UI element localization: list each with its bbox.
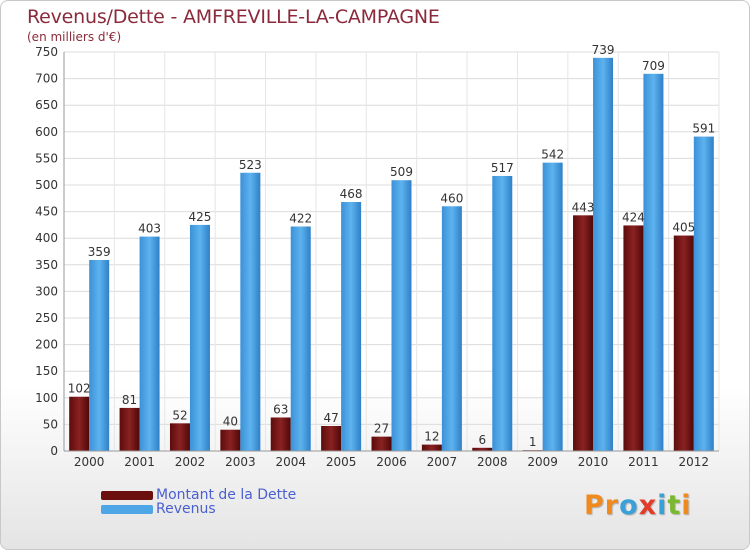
data-label-revenus: 468 bbox=[340, 187, 363, 201]
data-label-dette: 63 bbox=[273, 402, 288, 416]
bar-dette-2011 bbox=[623, 225, 644, 451]
data-label-dette: 405 bbox=[672, 221, 695, 235]
bar-revenus-2003 bbox=[240, 172, 261, 451]
data-label-revenus: 591 bbox=[692, 122, 715, 136]
bar-dette-2008 bbox=[472, 447, 493, 451]
data-label-revenus: 517 bbox=[491, 161, 514, 175]
bar-revenus-2008 bbox=[492, 175, 513, 451]
bar-dette-2002 bbox=[169, 423, 190, 451]
data-label-revenus: 422 bbox=[289, 211, 312, 225]
bar-dette-2007 bbox=[421, 444, 442, 451]
y-tick-label: 650 bbox=[35, 98, 58, 112]
data-label-dette: 424 bbox=[622, 210, 645, 224]
y-tick-label: 100 bbox=[35, 391, 58, 405]
x-tick-label: 2004 bbox=[275, 455, 306, 469]
data-label-dette: 12 bbox=[424, 430, 439, 444]
y-tick-label: 550 bbox=[35, 151, 58, 165]
bar-revenus-2009 bbox=[542, 162, 563, 451]
x-tick-label: 2007 bbox=[427, 455, 458, 469]
bar-revenus-2005 bbox=[341, 202, 362, 451]
chart-subtitle: (en milliers d'€) bbox=[27, 30, 122, 44]
x-tick-label: 2005 bbox=[326, 455, 357, 469]
data-label-revenus: 542 bbox=[541, 148, 564, 162]
x-tick-label: 2001 bbox=[124, 455, 155, 469]
y-tick-label: 600 bbox=[35, 125, 58, 139]
bar-revenus-2011 bbox=[643, 73, 664, 451]
data-label-revenus: 523 bbox=[239, 158, 262, 172]
logo-letter: i bbox=[681, 490, 692, 521]
data-label-revenus: 509 bbox=[390, 165, 413, 179]
y-tick-label: 750 bbox=[35, 45, 58, 59]
bar-revenus-2012 bbox=[693, 136, 714, 451]
data-label-dette: 6 bbox=[478, 433, 486, 447]
data-label-dette: 27 bbox=[374, 422, 389, 436]
x-tick-label: 2010 bbox=[578, 455, 609, 469]
bar-dette-2001 bbox=[119, 407, 140, 451]
bar-dette-2006 bbox=[371, 436, 392, 451]
data-label-revenus: 709 bbox=[642, 59, 665, 73]
legend-item-revenus: Revenus bbox=[101, 501, 216, 517]
y-tick-label: 0 bbox=[50, 444, 58, 458]
data-label-dette: 40 bbox=[223, 415, 238, 429]
y-tick-label: 700 bbox=[35, 72, 58, 86]
data-label-dette: 81 bbox=[122, 393, 137, 407]
x-tick-label: 2011 bbox=[628, 455, 659, 469]
data-label-dette: 443 bbox=[572, 200, 595, 214]
bar-revenus-2000 bbox=[89, 260, 110, 451]
bar-dette-2000 bbox=[69, 396, 90, 451]
data-label-dette: 47 bbox=[323, 411, 338, 425]
x-tick-label: 2003 bbox=[225, 455, 256, 469]
y-tick-label: 300 bbox=[35, 284, 58, 298]
logo-letter: i bbox=[657, 490, 668, 521]
x-tick-label: 2009 bbox=[527, 455, 558, 469]
bar-revenus-2007 bbox=[441, 206, 462, 451]
bar-revenus-2001 bbox=[139, 236, 160, 451]
y-tick-label: 250 bbox=[35, 311, 58, 325]
y-tick-label: 350 bbox=[35, 258, 58, 272]
logo-letter: P bbox=[584, 490, 605, 521]
data-label-dette: 52 bbox=[172, 408, 187, 422]
logo-letter: r bbox=[604, 490, 620, 521]
bar-dette-2012 bbox=[673, 235, 694, 451]
bar-revenus-2006 bbox=[391, 180, 412, 451]
bar-revenus-2002 bbox=[189, 224, 210, 451]
y-tick-label: 450 bbox=[35, 205, 58, 219]
logo-letter: o bbox=[619, 490, 639, 521]
legend-label-dette: Montant de la Dette bbox=[156, 487, 297, 503]
legend-swatch-dette bbox=[101, 490, 153, 500]
logo-letter: x bbox=[638, 490, 658, 521]
y-tick-label: 200 bbox=[35, 338, 58, 352]
logo-letter: t bbox=[667, 490, 682, 521]
data-label-dette: 102 bbox=[68, 382, 91, 396]
data-label-revenus: 739 bbox=[592, 43, 615, 57]
bar-dette-2003 bbox=[220, 429, 241, 451]
bar-dette-2004 bbox=[270, 417, 291, 451]
bar-revenus-2004 bbox=[290, 226, 311, 451]
bar-revenus-2010 bbox=[593, 57, 614, 452]
legend-swatch-revenus bbox=[101, 504, 153, 514]
y-tick-label: 50 bbox=[43, 417, 58, 431]
x-tick-label: 2002 bbox=[175, 455, 206, 469]
y-tick-label: 500 bbox=[35, 178, 58, 192]
bar-dette-2010 bbox=[573, 215, 594, 451]
legend-label-revenus: Revenus bbox=[156, 501, 216, 517]
x-tick-label: 2006 bbox=[376, 455, 407, 469]
x-tick-label: 2012 bbox=[679, 455, 710, 469]
bar-dette-2005 bbox=[321, 425, 342, 451]
x-tick-label: 2000 bbox=[74, 455, 105, 469]
y-tick-label: 400 bbox=[35, 231, 58, 245]
data-label-dette: 1 bbox=[529, 435, 537, 449]
chart-title: Revenus/Dette - AMFREVILLE-LA-CAMPAGNE bbox=[27, 6, 440, 28]
x-tick-label: 2008 bbox=[477, 455, 508, 469]
legend-item-dette: Montant de la Dette bbox=[101, 487, 296, 503]
data-label-revenus: 425 bbox=[189, 210, 212, 224]
data-label-revenus: 359 bbox=[88, 245, 111, 259]
data-label-revenus: 403 bbox=[138, 222, 161, 236]
data-label-revenus: 460 bbox=[440, 191, 463, 205]
y-tick-label: 150 bbox=[35, 364, 58, 378]
